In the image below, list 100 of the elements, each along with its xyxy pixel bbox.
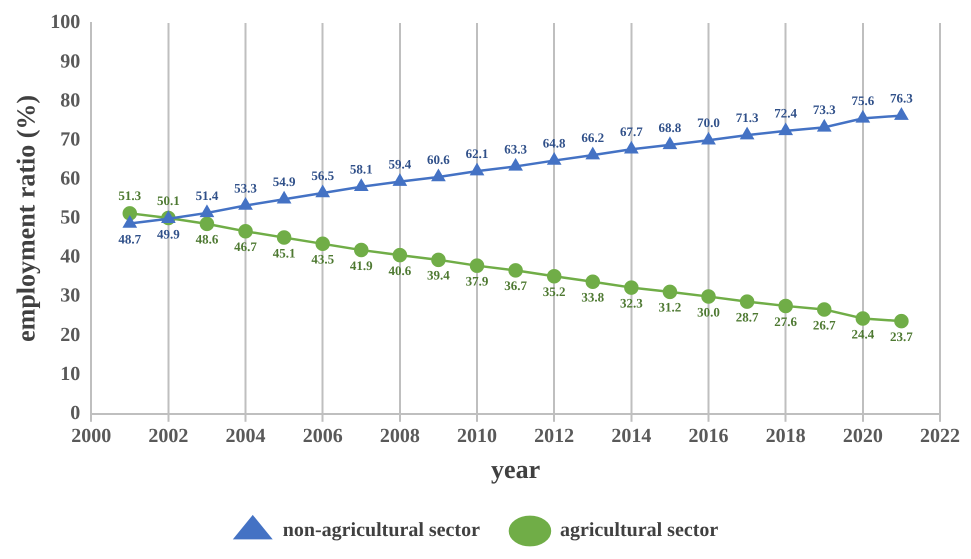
- y-tick-label: 30: [60, 284, 80, 307]
- point: [315, 236, 330, 252]
- data-label: 64.8: [542, 135, 566, 150]
- point: [509, 159, 522, 171]
- point: [894, 108, 908, 120]
- point: [779, 124, 792, 136]
- data-label: 56.5: [311, 168, 335, 183]
- data-label: 43.5: [311, 252, 335, 267]
- data-label: 76.3: [890, 90, 914, 106]
- point: [856, 111, 870, 123]
- point: [431, 252, 446, 268]
- data-label: 70.0: [697, 115, 720, 130]
- data-label: 50.1: [156, 192, 180, 208]
- x-tick-label: 2016: [688, 424, 729, 447]
- x-axis-title: year: [491, 455, 540, 484]
- data-label: 36.7: [504, 278, 528, 294]
- x-tick-label: 2020: [842, 424, 883, 447]
- data-label: 28.7: [736, 310, 759, 324]
- point: [586, 274, 600, 289]
- point: [508, 263, 523, 278]
- data-label: 72.4: [774, 106, 798, 121]
- point: [740, 294, 754, 309]
- point: [432, 170, 445, 182]
- point: [200, 216, 214, 232]
- y-tick-label: 20: [60, 324, 80, 346]
- data-label: 59.4: [388, 156, 412, 172]
- data-label: 23.7: [890, 329, 914, 344]
- y-tick-label: 80: [60, 89, 80, 112]
- data-label: 51.4: [196, 188, 219, 203]
- data-label: 39.4: [427, 268, 450, 283]
- y-tick-label: 0: [70, 402, 80, 424]
- point: [740, 128, 754, 140]
- point: [856, 311, 870, 326]
- data-label: 53.3: [234, 180, 258, 196]
- x-tick-label: 2012: [534, 424, 574, 447]
- point: [702, 132, 715, 144]
- data-label: 45.1: [272, 245, 296, 260]
- x-tick-label: 2008: [380, 424, 420, 447]
- point: [354, 242, 369, 258]
- data-label: 66.2: [581, 130, 604, 145]
- data-label: 62.1: [466, 146, 488, 161]
- x-tick-label: 2004: [226, 424, 266, 447]
- point: [894, 314, 909, 328]
- point: [624, 280, 639, 295]
- point: [662, 284, 678, 300]
- point: [586, 148, 600, 160]
- point: [624, 142, 638, 154]
- data-label: 41.9: [350, 258, 374, 273]
- y-tick-label: 40: [60, 246, 80, 268]
- data-label: 46.7: [234, 239, 258, 254]
- point: [276, 230, 292, 245]
- data-label: 67.7: [620, 124, 644, 140]
- point: [548, 153, 561, 165]
- y-tick-label: 60: [60, 167, 80, 190]
- point: [122, 206, 138, 221]
- point: [392, 248, 408, 262]
- point: [354, 179, 368, 191]
- point: [546, 268, 562, 284]
- data-label: 60.6: [427, 152, 450, 167]
- point: [818, 120, 831, 132]
- y-tick-label: 50: [60, 206, 80, 229]
- point: [200, 206, 214, 218]
- data-label: 30.0: [697, 304, 720, 320]
- point: [278, 192, 291, 204]
- point: [663, 138, 676, 150]
- data-label: 31.2: [658, 300, 682, 315]
- legend-label: agricultural sector: [560, 519, 718, 542]
- point: [393, 174, 406, 186]
- point: [239, 198, 252, 210]
- data-label: 58.1: [350, 162, 373, 177]
- x-tick-label: 2010: [457, 424, 498, 447]
- y-tick-label: 90: [60, 50, 80, 72]
- y-tick-label: 10: [60, 362, 80, 385]
- legend-label: non-agricultural sector: [282, 519, 480, 542]
- data-label: 33.8: [581, 290, 605, 305]
- data-label: 24.4: [851, 326, 875, 342]
- point: [316, 186, 330, 198]
- point: [123, 216, 136, 228]
- data-label: 73.3: [812, 102, 836, 118]
- x-tick-label: 2018: [766, 424, 806, 447]
- data-label: 27.6: [774, 314, 798, 329]
- data-label: 63.3: [504, 141, 528, 156]
- data-label: 51.3: [118, 188, 142, 204]
- data-label: 26.7: [812, 317, 836, 332]
- point: [238, 224, 253, 239]
- y-axis-title: employment ratio (%): [11, 94, 40, 342]
- point: [817, 302, 832, 317]
- data-label: 49.9: [156, 226, 180, 242]
- data-label: 48.7: [118, 231, 142, 246]
- x-tick-label: 2000: [71, 424, 112, 447]
- data-label: 37.9: [466, 274, 489, 289]
- point: [701, 289, 716, 304]
- point: [470, 164, 484, 176]
- data-label: 32.3: [620, 295, 644, 310]
- x-tick-label: 2006: [302, 424, 343, 447]
- data-label: 54.9: [272, 174, 296, 190]
- x-tick-label: 2014: [611, 424, 652, 447]
- y-tick-label: 100: [50, 11, 80, 34]
- data-label: 75.6: [851, 93, 875, 108]
- data-label: 68.8: [658, 120, 682, 135]
